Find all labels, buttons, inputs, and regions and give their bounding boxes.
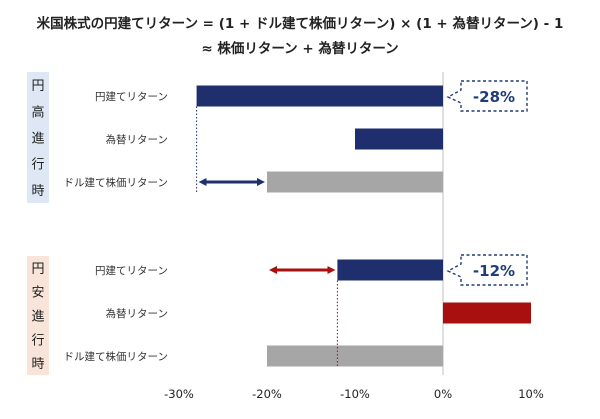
category-label: 為替リターン <box>106 307 168 320</box>
callout-box <box>446 80 528 112</box>
bar-usd-return <box>267 171 443 193</box>
section-label-char: 進 <box>31 132 44 147</box>
x-tick-label: 10% <box>518 387 544 401</box>
x-tick-label: -30% <box>164 387 194 401</box>
category-label: 円建てリターン <box>95 264 168 277</box>
section-label-char: 行 <box>31 333 44 348</box>
section-label-char: 円 <box>31 262 44 277</box>
section-box-yen-depreciation <box>27 256 49 375</box>
section-label-char: 時 <box>31 357 44 372</box>
section-label-char: 安 <box>31 286 44 301</box>
callout-value-label: -28% <box>473 88 515 106</box>
bar-yen-return <box>196 85 443 107</box>
bar-fx-return <box>355 128 443 150</box>
chart-title-line-2: ≈ 株価リターン + 為替リターン <box>201 41 399 57</box>
bar-yen-return <box>337 259 443 281</box>
category-label: 為替リターン <box>106 133 168 146</box>
category-label: 円建てリターン <box>95 90 168 103</box>
section-label-char: 時 <box>31 184 44 199</box>
chart-title-line-1: 米国株式の円建てリターン = (1 + ドル建て株価リターン) × (1 + 為… <box>36 16 564 32</box>
category-label: ドル建て株価リターン <box>64 176 168 189</box>
section-label-char: 進 <box>31 310 44 325</box>
x-tick-label: -10% <box>340 387 370 401</box>
bar-usd-return <box>267 345 443 367</box>
bar-fx-return <box>443 302 531 324</box>
section-label-char: 行 <box>31 158 44 173</box>
section-label-char: 円 <box>31 79 44 94</box>
callout-value-label: -12% <box>473 262 515 280</box>
x-tick-label: -20% <box>252 387 282 401</box>
section-label-char: 高 <box>31 104 44 120</box>
x-tick-label: 0% <box>434 387 452 401</box>
section-box-yen-appreciation <box>27 72 49 203</box>
category-label: ドル建て株価リターン <box>64 350 168 363</box>
callout-box <box>446 254 528 286</box>
